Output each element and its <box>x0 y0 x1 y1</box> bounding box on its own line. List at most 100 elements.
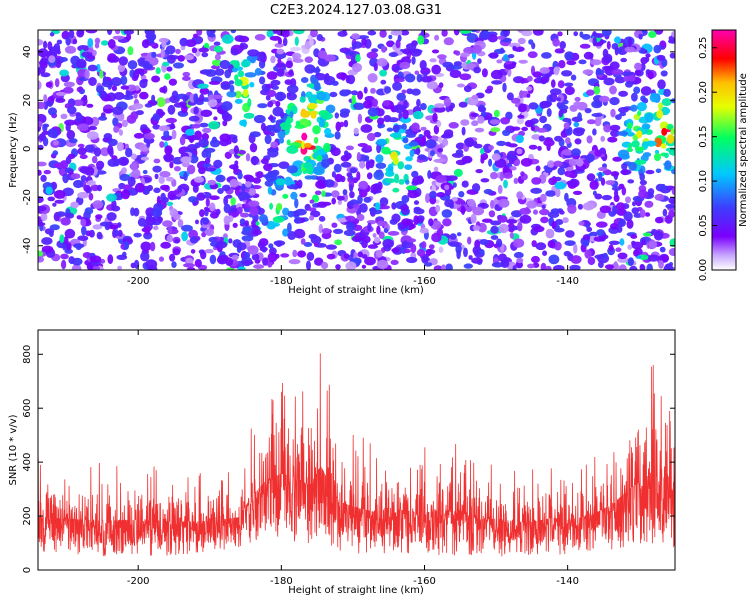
heatmap-cell <box>248 200 260 207</box>
heatmap-cell <box>600 135 605 142</box>
heatmap-cell <box>490 199 495 209</box>
heatmap-cell <box>336 195 345 201</box>
heatmap-cell <box>357 194 363 205</box>
heatmap-cell <box>512 265 517 270</box>
heatmap-cell <box>144 103 153 108</box>
heatmap-cell <box>172 248 181 256</box>
heatmap-cell <box>300 77 309 83</box>
heatmap-cell <box>428 218 434 227</box>
heatmap-cell <box>355 54 361 63</box>
heatmap-cell <box>196 30 203 36</box>
heatmap-cell <box>81 51 92 58</box>
heatmap-cell <box>321 190 326 197</box>
heatmap-cell <box>244 181 252 188</box>
heatmap-cell <box>375 202 381 211</box>
heatmap-cell <box>368 159 375 169</box>
heatmap-cell <box>215 241 228 249</box>
heatmap-cell <box>166 201 174 206</box>
heatmap-cell <box>249 131 261 138</box>
heatmap-cell <box>416 248 426 257</box>
heatmap-cell <box>526 75 533 82</box>
heatmap-cell <box>294 198 299 209</box>
heatmap-cell <box>200 250 207 260</box>
heatmap-cell <box>465 63 477 70</box>
heatmap-cell <box>505 60 512 65</box>
heatmap-cell <box>119 173 131 182</box>
heatmap-cell <box>270 141 279 149</box>
heatmap-cell <box>441 30 448 37</box>
heatmap-cell <box>343 253 350 259</box>
heatmap-cell <box>539 101 547 109</box>
heatmap-cell <box>200 109 213 118</box>
heatmap-peak <box>242 89 249 98</box>
heatmap-cell <box>364 95 375 102</box>
heatmap-cell <box>90 116 100 127</box>
heatmap-cell <box>568 158 577 166</box>
heatmap-cell <box>356 152 361 161</box>
heatmap-cell <box>633 249 639 257</box>
heatmap-cell <box>440 264 447 270</box>
heatmap-cell <box>502 54 510 62</box>
heatmap-cell <box>506 92 514 101</box>
heatmap-cell <box>593 86 601 95</box>
heatmap-cell <box>220 83 231 90</box>
heatmap-cell <box>526 93 531 98</box>
colorbar-tick-label: 0.10 <box>698 170 709 192</box>
heatmap-cell <box>180 156 192 164</box>
heatmap-cell <box>515 261 523 269</box>
heatmap-cell <box>111 85 117 92</box>
heatmap-cell <box>288 259 301 265</box>
heatmap-cell <box>134 182 145 193</box>
heatmap-cell <box>613 261 618 270</box>
heatmap-cell <box>609 85 617 95</box>
heatmap-cell <box>472 183 481 193</box>
heatmap-cell <box>171 261 177 268</box>
heatmap-cell <box>661 183 666 192</box>
heatmap-cell <box>309 199 315 204</box>
heatmap-cell <box>115 30 121 35</box>
heatmap-cell <box>174 239 180 244</box>
heatmap-cell <box>334 239 342 246</box>
heatmap-cell <box>519 214 532 224</box>
heatmap-cell <box>164 73 171 80</box>
heatmap-cell <box>345 261 357 270</box>
heatmap-cell <box>421 76 433 83</box>
heatmap-cell <box>259 214 268 223</box>
heatmap-cell <box>540 262 547 270</box>
heatmap-cell <box>394 173 400 184</box>
heatmap-cell <box>159 171 171 178</box>
heatmap-cell <box>411 122 420 132</box>
heatmap-cell <box>585 153 595 163</box>
heatmap-cell <box>473 143 483 149</box>
heatmap-cell <box>182 71 191 77</box>
heatmap-cell <box>158 125 170 132</box>
heatmap-cell <box>491 153 501 161</box>
heatmap-cell <box>489 119 500 125</box>
heatmap-cell <box>553 66 560 76</box>
heatmap-cell <box>52 150 59 156</box>
heatmap-cell <box>112 158 120 167</box>
heatmap-cell <box>455 159 467 166</box>
heatmap-cell <box>521 30 533 37</box>
heatmap-cell <box>614 76 626 84</box>
heatmap-cell <box>53 189 66 199</box>
heatmap-cell <box>629 265 638 270</box>
heatmap-cell <box>226 91 237 98</box>
heatmap-cell <box>564 240 576 247</box>
heatmap-cell <box>624 46 636 53</box>
heatmap-cell <box>295 208 307 216</box>
heatmap-cell <box>584 108 592 114</box>
heatmap-cell <box>461 180 469 188</box>
heatmap-cell <box>297 250 307 258</box>
heatmap-cell <box>573 101 582 107</box>
heatmap-cell <box>340 108 351 115</box>
heatmap-cell <box>526 86 533 91</box>
snr-panel: -200 -180 -160 -140 0 200 400 600 800 Height of… <box>8 329 676 596</box>
heatmap-cell <box>204 206 209 212</box>
heatmap-cell <box>135 110 144 116</box>
heatmap-cell <box>225 194 233 199</box>
heatmap-cell <box>82 252 92 259</box>
heatmap-cell <box>64 248 73 254</box>
heatmap-cell <box>561 149 573 156</box>
heatmap-cell <box>398 179 405 185</box>
